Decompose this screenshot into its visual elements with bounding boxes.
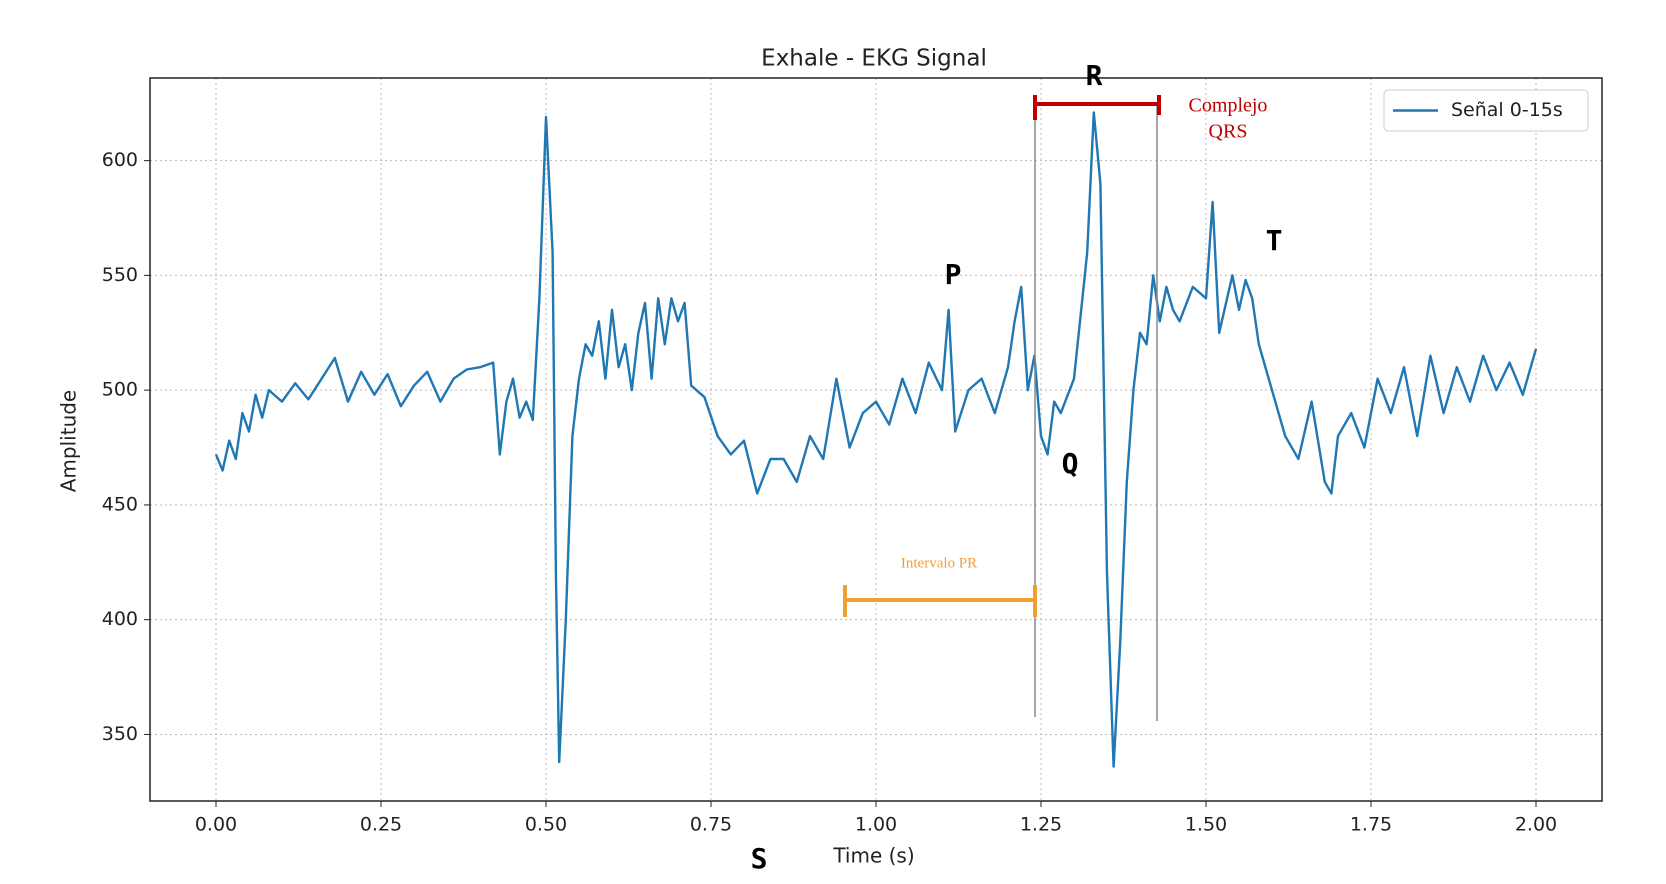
annotation-r: R bbox=[1086, 59, 1103, 92]
annotation-qrs: Complejo bbox=[1189, 95, 1268, 117]
annotation-t: T bbox=[1266, 224, 1283, 257]
y-tick-label: 400 bbox=[102, 608, 138, 630]
annotation-s: S bbox=[751, 842, 768, 875]
x-tick-label: 0.00 bbox=[195, 814, 237, 836]
annotation-p: P bbox=[945, 258, 962, 291]
annotation-pr: Intervalo PR bbox=[901, 555, 977, 571]
x-tick-label: 0.75 bbox=[690, 814, 732, 836]
annotation-qrs: QRS bbox=[1209, 121, 1248, 143]
y-tick-label: 450 bbox=[102, 493, 138, 515]
x-tick-label: 0.50 bbox=[525, 814, 567, 836]
grid bbox=[150, 78, 1602, 801]
legend: Señal 0-15s bbox=[1383, 89, 1589, 132]
qrs-bracket bbox=[1033, 95, 1161, 120]
x-tick-label: 1.75 bbox=[1350, 814, 1392, 836]
y-tick-label: 550 bbox=[102, 264, 138, 286]
legend-box bbox=[1383, 89, 1589, 132]
x-axis-label: Time (s) bbox=[832, 844, 914, 868]
x-tick-label: 0.25 bbox=[360, 814, 402, 836]
x-tick-label: 1.25 bbox=[1020, 814, 1062, 836]
y-axis-label: Amplitude bbox=[57, 390, 81, 493]
y-tick-label: 350 bbox=[102, 723, 138, 745]
pr-bracket bbox=[843, 585, 1037, 617]
y-tick-label: 500 bbox=[102, 379, 138, 401]
y-tick-label: 600 bbox=[102, 149, 138, 171]
annotation-q: Q bbox=[1062, 447, 1079, 480]
x-tick-label: 1.00 bbox=[855, 814, 897, 836]
x-tick-label: 1.50 bbox=[1185, 814, 1227, 836]
plot-area bbox=[214, 111, 1538, 768]
chart-title: Exhale - EKG Signal bbox=[761, 46, 987, 72]
signal-line bbox=[214, 111, 1538, 768]
legend-label: Señal 0-15s bbox=[1451, 99, 1563, 121]
x-tick-label: 2.00 bbox=[1515, 814, 1557, 836]
